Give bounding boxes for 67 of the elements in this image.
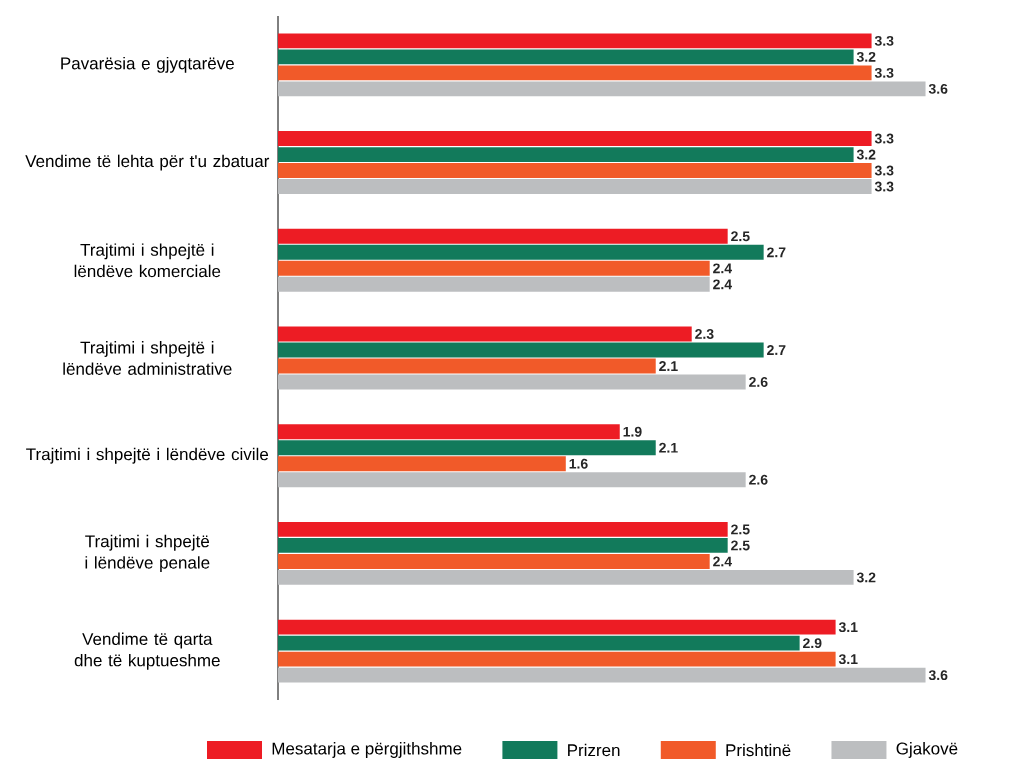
data-label: 3.1: [838, 622, 858, 633]
data-label: 3.3: [874, 67, 894, 78]
bar: [278, 456, 566, 472]
y-tick-label: Trajtimi i shpejtë i lëndëve penale: [85, 534, 210, 573]
bar: [278, 65, 872, 81]
data-label: 2.6: [749, 377, 768, 387]
data-label: 2.9: [803, 638, 822, 649]
y-tick-label: Trajtimi i shpejtë i lëndëve civile: [26, 447, 269, 464]
data-label: 3.3: [874, 181, 894, 192]
bar: [278, 276, 710, 292]
bar: [278, 81, 926, 97]
bar: [278, 147, 854, 163]
bar: [278, 472, 746, 488]
y-tick-label: Pavarësia e gjyqtarëve: [61, 56, 234, 73]
data-label: 2.4: [713, 263, 732, 274]
bar: [278, 553, 710, 569]
bar: [278, 358, 656, 374]
bar: [278, 179, 872, 195]
bar: [278, 635, 800, 651]
data-label: 3.6: [928, 83, 948, 94]
bar: [278, 619, 836, 635]
data-label: 2.5: [731, 231, 750, 242]
data-label: 2.5: [731, 540, 750, 551]
bar: [278, 521, 728, 537]
data-label: 2.6: [749, 474, 768, 485]
y-tick-label: Vendime të qarta dhe të kuptueshme: [74, 632, 220, 670]
bar: [278, 569, 854, 585]
data-label: 3.2: [856, 149, 876, 160]
data-label: 2.4: [713, 279, 732, 290]
data-label: 3.3: [874, 35, 894, 46]
legend-label: Prizren: [568, 743, 620, 757]
data-label: 3.3: [874, 165, 894, 176]
data-label: 2.4: [713, 556, 732, 567]
y-tick-label: Vendime të lehta për t'u zbatuar: [25, 154, 270, 171]
data-label: 3.6: [928, 670, 948, 681]
legend-label: Mesatarja e përgjithshme: [272, 742, 462, 758]
data-label: 3.2: [856, 51, 876, 62]
data-label: 3.2: [856, 572, 876, 583]
legend-label: Prishtinë: [726, 743, 791, 757]
data-label: 1.9: [623, 426, 642, 437]
data-label: 1.6: [569, 458, 588, 469]
bar: [278, 651, 836, 667]
bar: [278, 244, 764, 260]
bar: [278, 49, 854, 65]
data-label: 2.1: [659, 442, 678, 453]
data-label: 3.3: [874, 133, 894, 144]
bar: [278, 260, 710, 276]
data-label: 2.3: [695, 329, 714, 339]
bar: [278, 33, 872, 49]
bar: [278, 326, 692, 342]
data-label: 2.5: [731, 524, 750, 535]
bar: [278, 424, 620, 440]
bar: [278, 131, 872, 147]
bar: [278, 342, 764, 358]
bar: [278, 667, 926, 683]
bar: [278, 537, 728, 553]
data-label: 2.1: [659, 361, 678, 371]
y-tick-label: Trajtimi i shpejtë i lëndëve komerciale: [74, 243, 221, 278]
bar: [278, 374, 746, 390]
y-tick-label: Trajtimi i shpejtë i lëndëve administrative: [63, 341, 232, 375]
bar: [278, 228, 728, 244]
data-label: 3.1: [838, 654, 858, 665]
legend-label: Gjakovë: [896, 742, 958, 758]
data-label: 2.7: [767, 247, 786, 258]
bar: [278, 163, 872, 179]
bar: [278, 440, 656, 456]
data-label: 2.7: [767, 345, 786, 355]
